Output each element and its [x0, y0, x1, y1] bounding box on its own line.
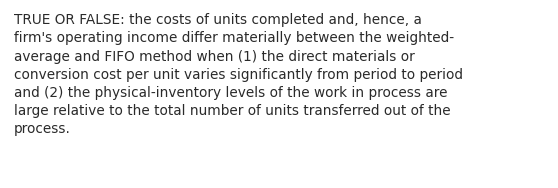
Text: TRUE OR FALSE: the costs of units completed and, hence, a
firm's operating incom: TRUE OR FALSE: the costs of units comple…: [14, 13, 463, 136]
